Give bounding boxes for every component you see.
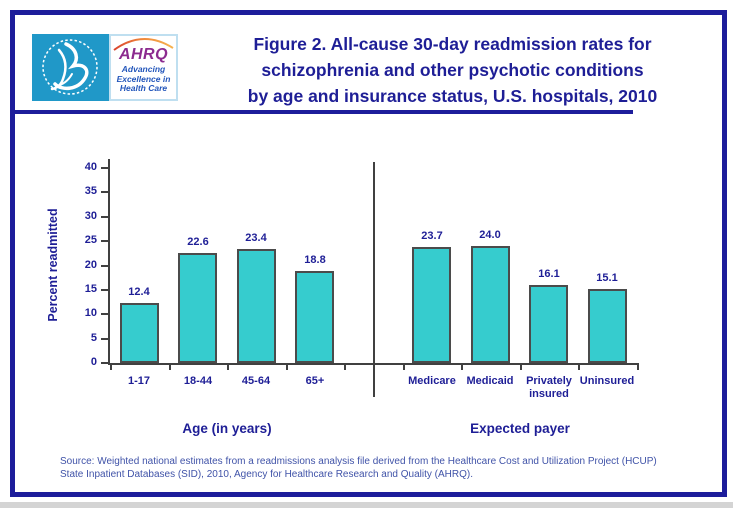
group-divider-line: [373, 162, 375, 397]
bar-value-label: 23.7: [421, 230, 443, 242]
x-tick: [169, 365, 171, 370]
x-tick: [578, 365, 580, 370]
bar-value-label: 18.8: [304, 254, 326, 266]
y-axis-title: Percent readmitted: [46, 208, 60, 322]
bar-value-label: 12.4: [128, 286, 150, 298]
title-line-3: by age and insurance status, U.S. hospit…: [247, 86, 658, 106]
y-tick-label: 20: [84, 259, 97, 271]
x-category-label: 65+: [305, 375, 325, 387]
y-tick-label: 0: [90, 356, 97, 368]
source-note: Source: Weighted national estimates from…: [60, 455, 700, 481]
x-category-label: Medicare: [408, 375, 456, 387]
bar-medicare: [412, 247, 451, 363]
y-tick: [101, 338, 109, 340]
y-axis-line: [108, 159, 110, 365]
bar-value-label: 16.1: [538, 268, 560, 280]
y-tick-label: 15: [84, 283, 97, 295]
x-tick: [461, 365, 463, 370]
source-line-2: State Inpatient Databases (SID), 2010, A…: [60, 469, 473, 480]
rainbow-arc-icon: [113, 38, 174, 51]
y-tick-label: 5: [90, 332, 97, 344]
ahrq-wordmark: AHRQ Advancing Excellence in Health Care: [109, 34, 178, 101]
x-category-label: Medicaid: [466, 375, 514, 387]
x-tick: [520, 365, 522, 370]
x-category-label: 18-44: [183, 375, 213, 387]
bar-18-44: [178, 253, 217, 363]
y-tick-label: 35: [84, 185, 97, 197]
x-axis-line: [108, 363, 639, 365]
group-label-payer: Expected payer: [470, 421, 570, 436]
source-line-1: Source: Weighted national estimates from…: [60, 456, 657, 467]
bar-uninsured: [588, 289, 627, 363]
group-label-age: Age (in years): [182, 421, 272, 436]
bar-privately-insured: [529, 285, 568, 363]
bar-medicaid: [471, 246, 510, 363]
x-tick: [344, 365, 346, 370]
bar-value-label: 24.0: [479, 229, 501, 241]
y-tick-label: 10: [84, 307, 97, 319]
title-line-2: schizophrenia and other psychotic condit…: [261, 60, 644, 80]
y-tick: [101, 289, 109, 291]
bar-1-17: [120, 303, 159, 363]
x-tick: [637, 365, 639, 370]
x-category-label: 1-17: [127, 375, 151, 387]
figure-title: Figure 2. All-cause 30-day readmission r…: [190, 31, 715, 109]
header-divider: [14, 110, 633, 114]
x-tick: [227, 365, 229, 370]
hhs-eagle-icon: [32, 34, 109, 101]
y-tick: [101, 216, 109, 218]
y-tick: [101, 240, 109, 242]
bar-value-label: 22.6: [187, 236, 209, 248]
figure-frame: AHRQ Advancing Excellence in Health Care…: [10, 10, 727, 497]
x-tick: [403, 365, 405, 370]
y-tick: [101, 313, 109, 315]
ahrq-logo: AHRQ Advancing Excellence in Health Care: [32, 34, 178, 101]
x-category-label: Privately insured: [526, 375, 572, 400]
y-tick: [101, 265, 109, 267]
page-bottom-strip: [0, 502, 733, 508]
ahrq-tagline: Advancing Excellence in Health Care: [116, 64, 171, 93]
x-category-label: 45-64: [241, 375, 271, 387]
y-tick-label: 40: [84, 161, 97, 173]
y-tick: [101, 191, 109, 193]
x-category-label: Uninsured: [579, 375, 635, 387]
x-tick: [286, 365, 288, 370]
x-tick: [110, 365, 112, 370]
y-tick: [101, 167, 109, 169]
y-tick-label: 30: [84, 210, 97, 222]
bar-value-label: 23.4: [245, 232, 267, 244]
bar-value-label: 15.1: [596, 272, 618, 284]
bar-65-: [295, 271, 334, 363]
title-line-1: Figure 2. All-cause 30-day readmission r…: [253, 34, 652, 54]
y-tick: [101, 362, 109, 364]
ahrq-abbr: AHRQ: [118, 46, 169, 63]
y-tick-label: 25: [84, 234, 97, 246]
bar-45-64: [237, 249, 276, 363]
